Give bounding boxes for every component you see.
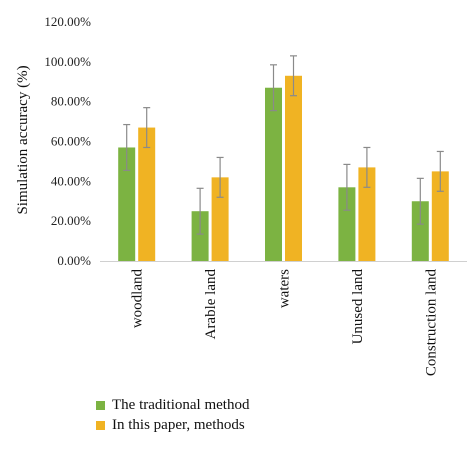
category-labels: woodland Arable land waters Unused land Cons… [130,269,440,377]
x-category-label: waters [277,269,293,308]
legend: The traditional method In this paper, me… [96,395,249,435]
legend-item-this-paper: In this paper, methods [96,415,249,435]
legend-label-this-paper: In this paper, methods [112,416,245,433]
y-tick-label: 80.00% [51,94,91,109]
legend-swatch-traditional [96,400,105,410]
bar [338,187,356,261]
y-axis-title: Simulation accuracy (%) [15,65,31,214]
x-category-label: Unused land [350,269,366,345]
bar [411,201,429,261]
x-category-label: Arable land [203,269,219,340]
bar [358,167,376,261]
legend-item-traditional: The traditional method [96,395,249,415]
bar [285,75,302,262]
bar [431,171,449,261]
legend-label-traditional: The traditional method [112,396,250,413]
bar [138,127,156,261]
legend-swatch-this-paper [96,420,105,430]
y-tick-label: 0.00% [57,253,91,268]
bars [118,75,449,262]
bar [118,147,136,261]
x-category-label: woodland [130,269,146,329]
y-tick-label: 40.00% [51,173,91,188]
y-tick-label: 120.00% [44,14,91,29]
bar [211,177,229,261]
bar [191,211,209,261]
error-bars [123,55,444,235]
y-axis-label: Simulation accuracy (%) [15,65,31,214]
y-tick-labels: 0.00% 20.00% 40.00% 60.00% 80.00% 100.00% 120.… [44,14,91,268]
y-tick-label: 20.00% [51,213,91,228]
bar [265,87,282,261]
y-tick-label: 60.00% [51,134,91,149]
y-tick-label: 100.00% [44,54,91,69]
x-category-label: Construction land [423,269,439,377]
